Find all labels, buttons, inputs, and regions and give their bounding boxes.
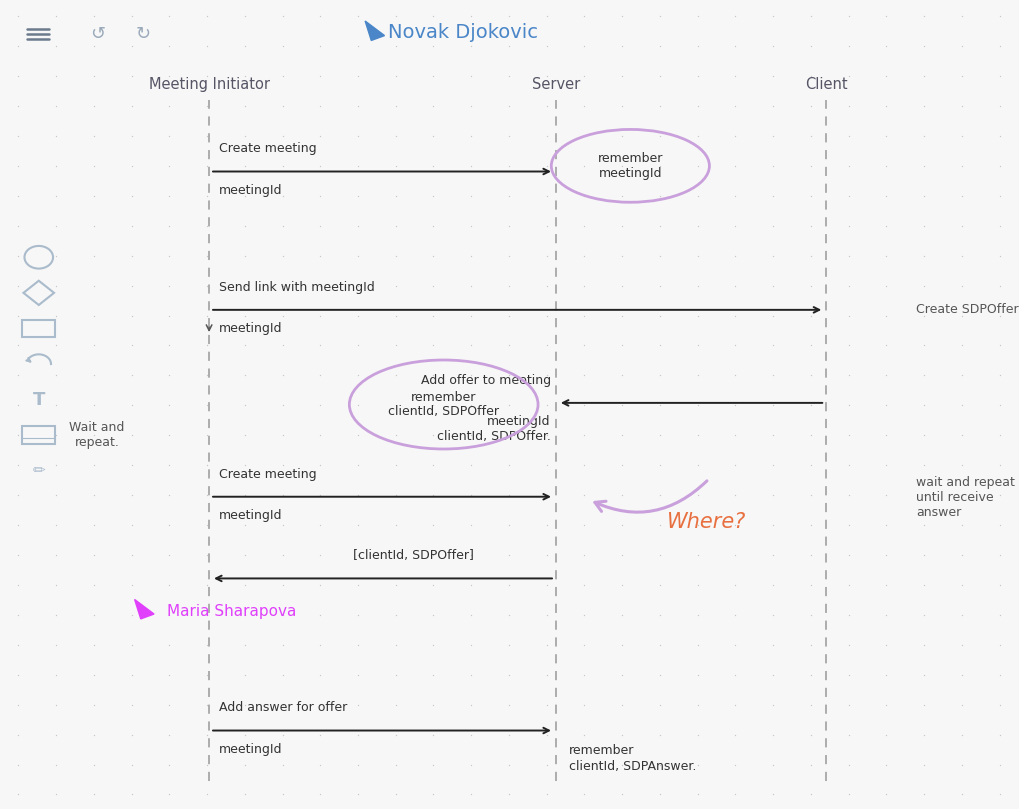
Text: Where?: Where? — [666, 512, 746, 532]
Text: Create meeting: Create meeting — [219, 142, 317, 155]
Text: Novak Djokovic: Novak Djokovic — [387, 23, 537, 42]
Text: Add answer for offer: Add answer for offer — [219, 701, 347, 714]
Text: clientId, SDPOffer.: clientId, SDPOffer. — [436, 430, 550, 443]
FancyArrowPatch shape — [594, 481, 706, 512]
Text: clientId, SDPAnswer.: clientId, SDPAnswer. — [569, 760, 696, 773]
Text: meetingId: meetingId — [598, 167, 661, 180]
Text: Create meeting: Create meeting — [219, 468, 317, 481]
Text: meetingId: meetingId — [219, 184, 282, 197]
Text: Server: Server — [531, 77, 580, 91]
Text: ✏: ✏ — [33, 464, 45, 478]
Text: [clientId, SDPOffer]: [clientId, SDPOffer] — [353, 549, 474, 562]
Text: remember: remember — [569, 744, 634, 757]
Text: Send link with meetingId: Send link with meetingId — [219, 281, 375, 294]
Text: Maria Sharapova: Maria Sharapova — [167, 604, 297, 619]
Polygon shape — [365, 21, 384, 40]
Text: T: T — [33, 391, 45, 409]
Text: clientId, SDPOffer: clientId, SDPOffer — [388, 405, 498, 418]
Text: meetingId: meetingId — [219, 509, 282, 522]
Text: Add offer to meeting: Add offer to meeting — [420, 374, 550, 387]
Text: meetingId: meetingId — [487, 415, 550, 428]
Text: Meeting Initiator: Meeting Initiator — [149, 77, 269, 91]
Text: Wait and
repeat.: Wait and repeat. — [69, 421, 124, 449]
Text: meetingId: meetingId — [219, 743, 282, 756]
Text: ↺: ↺ — [91, 25, 105, 43]
Text: meetingId: meetingId — [219, 322, 282, 335]
Text: wait and repeat
until receive
answer: wait and repeat until receive answer — [915, 476, 1014, 519]
Text: Create SDPOffer: Create SDPOffer — [915, 303, 1018, 316]
Text: remember: remember — [597, 152, 662, 165]
Polygon shape — [135, 599, 154, 619]
Text: Client: Client — [804, 77, 847, 91]
Text: remember: remember — [411, 391, 476, 404]
Text: ↻: ↻ — [136, 25, 150, 43]
